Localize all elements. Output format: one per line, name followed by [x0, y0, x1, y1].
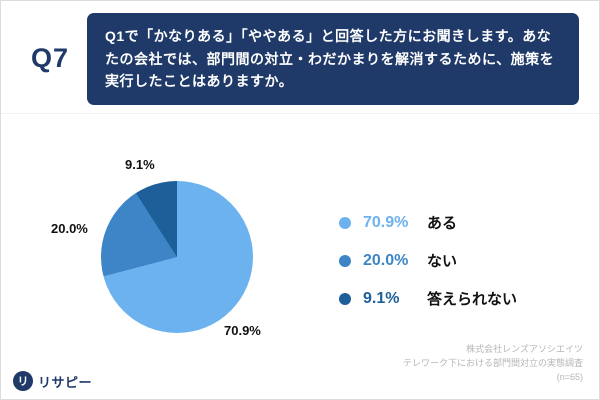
- logo-icon: リ: [13, 371, 33, 391]
- legend-value: 70.9%: [363, 213, 409, 231]
- pie-slice-label-no: 20.0%: [51, 221, 88, 236]
- credit-company: 株式会社レンズアソシエイツ: [466, 344, 583, 355]
- logo: リ リサピー: [13, 371, 92, 391]
- credit-sample-size: (n=65): [556, 372, 583, 383]
- legend-label: ある: [427, 215, 458, 232]
- legend: 70.9% ある 20.0% ない 9.1% 答えられない: [339, 213, 517, 327]
- question-text-box: Q1で「かなりある」「ややある」と回答した方にお聞きします。あなたの会社では、部…: [87, 13, 579, 106]
- legend-dot-icon: [339, 254, 351, 267]
- legend-dot-icon: [339, 292, 351, 305]
- pie-slice-label-yes: 70.9%: [224, 323, 261, 338]
- pie-slice-label-answer-unknown: 9.1%: [125, 157, 155, 172]
- legend-value: 9.1%: [363, 289, 400, 307]
- legend-label: 答えられない: [427, 291, 518, 308]
- legend-value: 20.0%: [363, 251, 409, 269]
- legend-label: ない: [427, 253, 458, 270]
- source-credit: 株式会社レンズアソシエイツ テレワーク下における部門間対立の実態調査 (n=65…: [403, 343, 583, 385]
- question-number: Q7: [30, 43, 70, 73]
- credit-survey-title: テレワーク下における部門間対立の実態調査: [402, 358, 583, 369]
- legend-dot-icon: [339, 216, 351, 229]
- logo-text: リサピー: [38, 374, 93, 390]
- header-divider: [1, 113, 599, 114]
- legend-item-yes: 70.9% ある: [339, 213, 517, 232]
- legend-item-answer-unknown: 9.1% 答えられない: [339, 289, 517, 308]
- legend-item-no: 20.0% ない: [339, 251, 517, 270]
- pie-chart: [101, 181, 253, 333]
